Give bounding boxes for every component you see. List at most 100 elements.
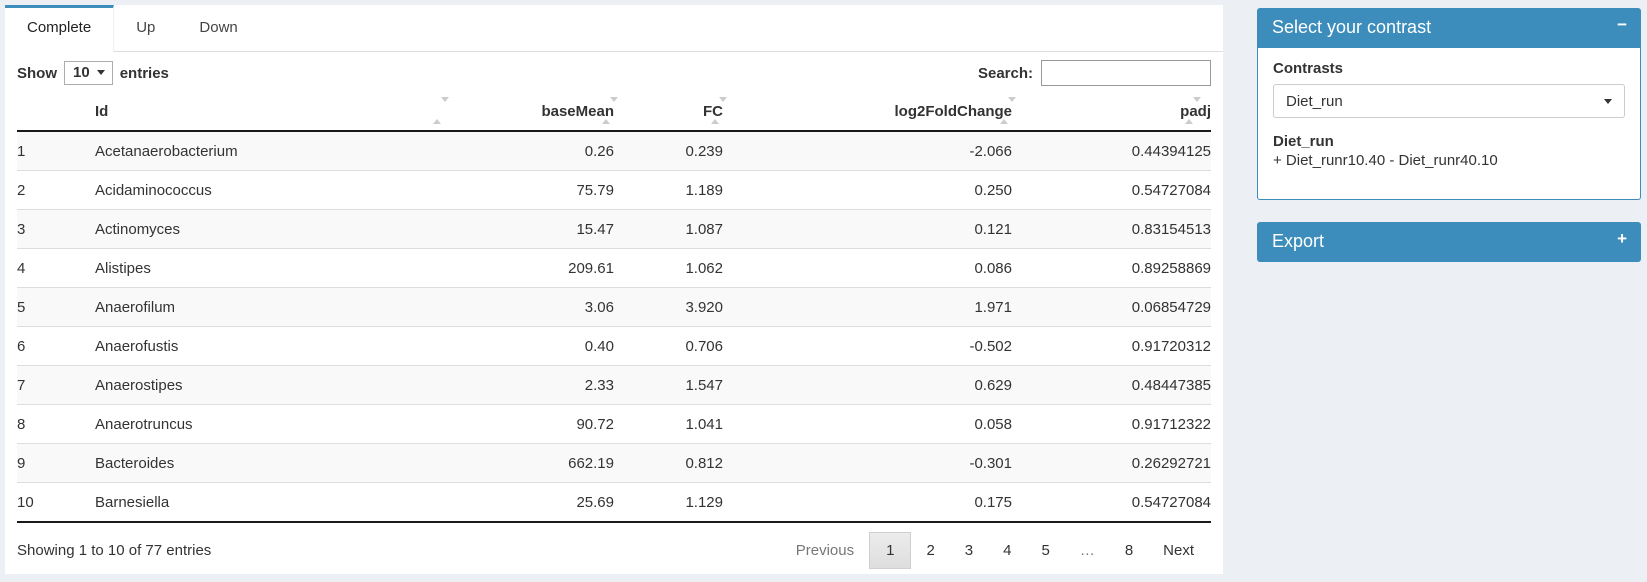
page-button-next[interactable]: Next (1148, 533, 1209, 568)
page-length-value: 10 (73, 64, 90, 81)
entries-label: entries (120, 65, 169, 82)
sort-both-icon (602, 102, 612, 119)
tab-complete[interactable]: Complete (5, 5, 114, 52)
row-index: 3 (17, 210, 95, 249)
collapse-minus-icon[interactable]: − (1617, 15, 1627, 35)
table-row[interactable]: 5Anaerofilum3.063.9201.9710.06854729 (17, 288, 1211, 327)
cell-id: Alistipes (95, 249, 445, 288)
sidebar: Select your contrast − Contrasts Diet_ru… (1257, 8, 1641, 262)
row-index: 7 (17, 366, 95, 405)
cell-log2foldchange: 0.121 (723, 210, 1012, 249)
contrast-name: Diet_run (1273, 133, 1625, 150)
page-button-1[interactable]: 1 (869, 532, 911, 569)
contrast-panel-title: Select your contrast (1272, 17, 1431, 37)
search-input[interactable] (1041, 60, 1211, 86)
header-fc[interactable]: FC (614, 95, 723, 131)
cell-fc: 1.129 (614, 483, 723, 523)
cell-basemean: 25.69 (445, 483, 614, 523)
tab-up[interactable]: Up (114, 5, 177, 51)
table-row[interactable]: 6Anaerofustis0.400.706-0.5020.91720312 (17, 327, 1211, 366)
cell-id: Barnesiella (95, 483, 445, 523)
cell-fc: 0.706 (614, 327, 723, 366)
cell-id: Acetanaerobacterium (95, 131, 445, 171)
cell-fc: 3.920 (614, 288, 723, 327)
cell-fc: 0.812 (614, 444, 723, 483)
page-button-4[interactable]: 4 (988, 533, 1026, 568)
cell-basemean: 2.33 (445, 366, 614, 405)
cell-fc: 1.062 (614, 249, 723, 288)
cell-basemean: 15.47 (445, 210, 614, 249)
table-footer: Showing 1 to 10 of 77 entries Previous12… (5, 523, 1223, 578)
cell-padj: 0.91720312 (1012, 327, 1211, 366)
table-row[interactable]: 7Anaerostipes2.331.5470.6290.48447385 (17, 366, 1211, 405)
cell-basemean: 662.19 (445, 444, 614, 483)
cell-basemean: 209.61 (445, 249, 614, 288)
page-button-previous: Previous (781, 533, 869, 568)
table-row[interactable]: 4Alistipes209.611.0620.0860.89258869 (17, 249, 1211, 288)
header-basemean[interactable]: baseMean (445, 95, 614, 131)
table-row[interactable]: 10Barnesiella25.691.1290.1750.54727084 (17, 483, 1211, 523)
page-button-8[interactable]: 8 (1110, 533, 1148, 568)
cell-basemean: 3.06 (445, 288, 614, 327)
cell-id: Anaerostipes (95, 366, 445, 405)
expand-plus-icon[interactable]: + (1617, 229, 1627, 249)
contrast-panel-body: Contrasts Diet_run Diet_run + Diet_runr1… (1257, 48, 1641, 200)
export-panel-header[interactable]: Export + (1257, 222, 1641, 262)
cell-id: Anaerotruncus (95, 405, 445, 444)
cell-basemean: 75.79 (445, 171, 614, 210)
sort-both-icon (711, 102, 721, 119)
export-panel: Export + (1257, 222, 1641, 262)
cell-id: Actinomyces (95, 210, 445, 249)
header-padj[interactable]: padj (1012, 95, 1211, 131)
sort-both-icon (1185, 102, 1195, 119)
cell-log2foldchange: -0.502 (723, 327, 1012, 366)
cell-log2foldchange: 0.250 (723, 171, 1012, 210)
export-panel-title: Export (1272, 231, 1324, 251)
page-button-5[interactable]: 5 (1026, 533, 1064, 568)
cell-padj: 0.89258869 (1012, 249, 1211, 288)
cell-log2foldchange: 0.086 (723, 249, 1012, 288)
cell-fc: 1.547 (614, 366, 723, 405)
table-row[interactable]: 9Bacteroides662.190.812-0.3010.26292721 (17, 444, 1211, 483)
header-log2foldchange[interactable]: log2FoldChange (723, 95, 1012, 131)
cell-id: Bacteroides (95, 444, 445, 483)
cell-fc: 0.239 (614, 131, 723, 171)
cell-padj: 0.44394125 (1012, 131, 1211, 171)
cell-padj: 0.06854729 (1012, 288, 1211, 327)
header-id[interactable]: Id (95, 95, 445, 131)
contrast-formula: + Diet_runr10.40 - Diet_runr40.10 (1273, 152, 1625, 169)
table-row[interactable]: 2Acidaminococcus75.791.1890.2500.5472708… (17, 171, 1211, 210)
row-index: 2 (17, 171, 95, 210)
contrast-panel-header[interactable]: Select your contrast − (1257, 8, 1641, 48)
table-info: Showing 1 to 10 of 77 entries (17, 542, 211, 559)
cell-id: Anaerofilum (95, 288, 445, 327)
page-button-…: … (1065, 533, 1110, 568)
cell-padj: 0.83154513 (1012, 210, 1211, 249)
cell-log2foldchange: -0.301 (723, 444, 1012, 483)
cell-log2foldchange: 0.629 (723, 366, 1012, 405)
cell-log2foldchange: 1.971 (723, 288, 1012, 327)
table-row[interactable]: 8Anaerotruncus90.721.0410.0580.91712322 (17, 405, 1211, 444)
cell-log2foldchange: -2.066 (723, 131, 1012, 171)
cell-log2foldchange: 0.175 (723, 483, 1012, 523)
caret-down-icon (97, 70, 105, 75)
page-length-select[interactable]: 10 (64, 61, 113, 85)
results-tab-bar: Complete Up Down (5, 5, 1223, 52)
cell-padj: 0.54727084 (1012, 483, 1211, 523)
page-button-3[interactable]: 3 (950, 533, 988, 568)
row-index: 4 (17, 249, 95, 288)
search-label: Search: (978, 65, 1033, 82)
contrast-select[interactable]: Diet_run (1273, 84, 1625, 118)
caret-down-icon (1604, 99, 1612, 104)
cell-padj: 0.48447385 (1012, 366, 1211, 405)
page-length-control: Show 10 entries (17, 61, 169, 85)
cell-fc: 1.189 (614, 171, 723, 210)
cell-id: Acidaminococcus (95, 171, 445, 210)
header-rownum (17, 95, 95, 131)
cell-id: Anaerofustis (95, 327, 445, 366)
table-row[interactable]: 1Acetanaerobacterium0.260.239-2.0660.443… (17, 131, 1211, 171)
cell-padj: 0.26292721 (1012, 444, 1211, 483)
page-button-2[interactable]: 2 (911, 533, 949, 568)
tab-down[interactable]: Down (177, 5, 259, 51)
table-row[interactable]: 3Actinomyces15.471.0870.1210.83154513 (17, 210, 1211, 249)
